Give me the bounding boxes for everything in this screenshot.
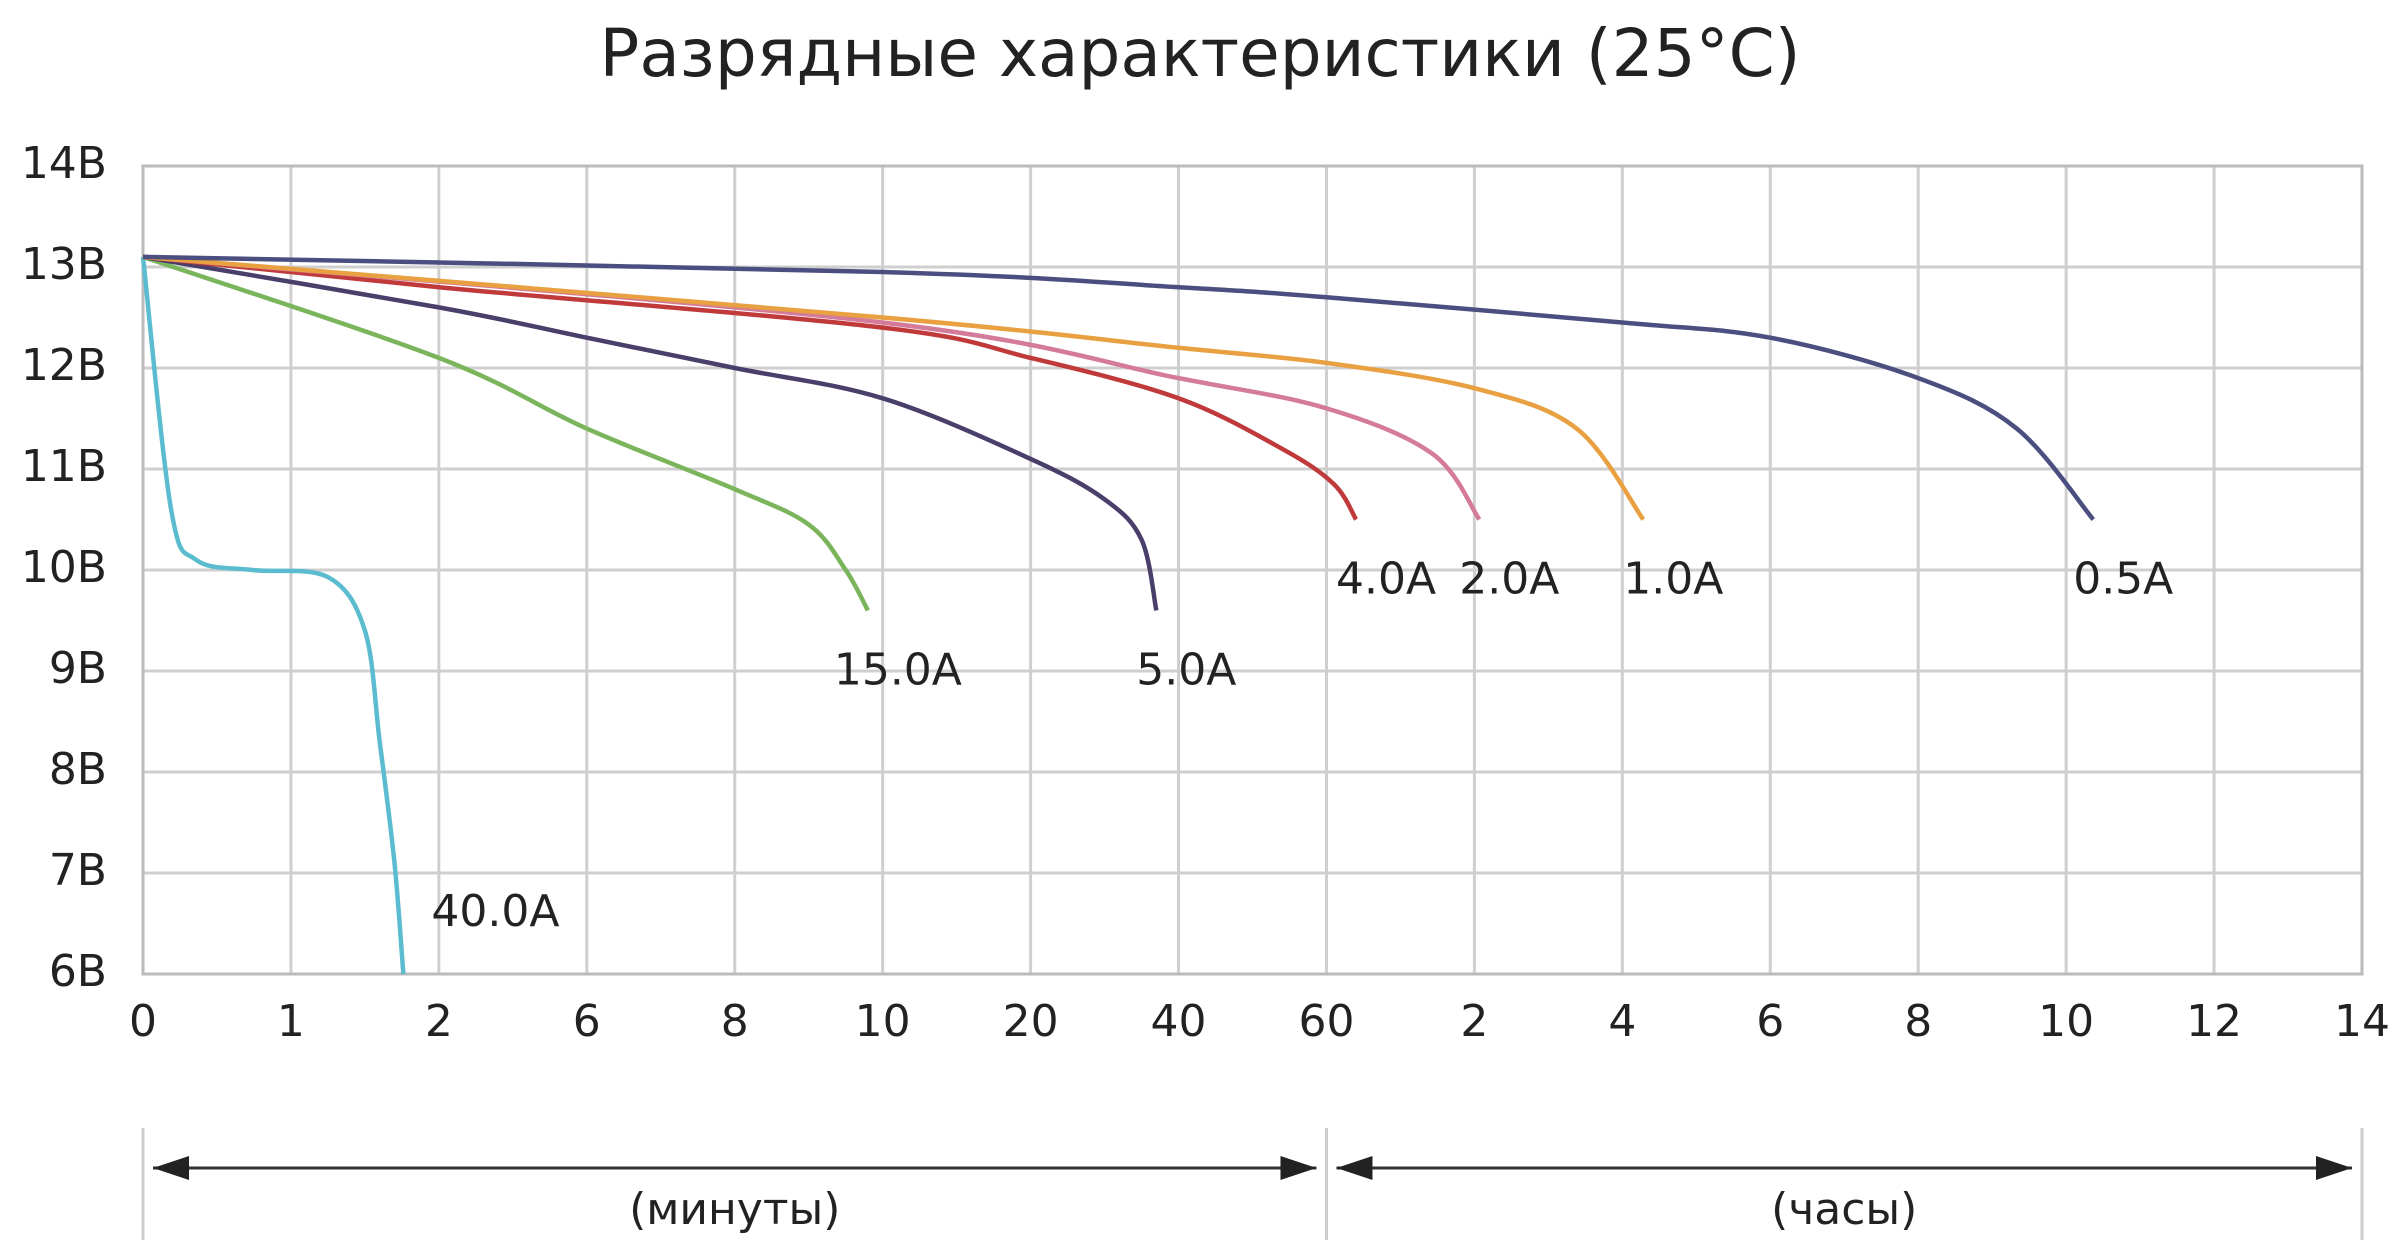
x-tick-label: 60 (1298, 996, 1354, 1047)
series-label: 15.0A (834, 644, 962, 695)
y-tick-label: 13В (21, 239, 107, 290)
y-tick-label: 6В (49, 946, 107, 997)
y-tick-label: 8В (49, 744, 107, 795)
x-tick-label: 8 (1904, 996, 1932, 1047)
x-tick-label: 6 (1756, 996, 1784, 1047)
x-tick-label: 1 (277, 996, 305, 1047)
series-label: 1.0A (1623, 554, 1723, 605)
chart-title: Разрядные характеристики (25°C) (600, 15, 1801, 92)
x-tick-label: 10 (855, 996, 911, 1047)
y-tick-label: 14В (21, 138, 107, 189)
axis-annotation: (часы) (1771, 1184, 1917, 1235)
x-tick-label: 4 (1608, 996, 1636, 1047)
x-tick-label: 2 (425, 996, 453, 1047)
series-line (142, 254, 1482, 521)
series-label: 5.0A (1136, 644, 1236, 695)
x-tick-label: 10 (2038, 996, 2094, 1047)
series-label: 2.0A (1459, 554, 1559, 605)
arrow-head (1280, 1156, 1317, 1180)
x-tick-label: 40 (1151, 996, 1207, 1047)
series-label: 0.5A (2073, 554, 2173, 605)
series-line (142, 254, 1646, 521)
y-tick-label: 12В (21, 340, 107, 391)
series-label: 4.0A (1336, 554, 1436, 605)
x-tick-label: 20 (1003, 996, 1059, 1047)
x-tick-label: 6 (573, 996, 601, 1047)
y-tick-label: 9В (49, 643, 107, 694)
x-tick-label: 12 (2186, 996, 2242, 1047)
arrow-head (153, 1156, 189, 1180)
series-line (142, 254, 2095, 521)
series-line (142, 254, 870, 612)
series-label: 40.0A (431, 886, 559, 937)
plot-frame (141, 164, 2364, 976)
series-line (142, 254, 1159, 611)
x-tick-label: 14 (2334, 996, 2390, 1047)
arrow-head (2316, 1156, 2352, 1180)
axis-annotation: (минуты) (629, 1184, 840, 1235)
arrow-head (1336, 1156, 1373, 1180)
y-tick-label: 7В (49, 845, 107, 896)
x-tick-label: 2 (1460, 996, 1488, 1047)
y-tick-label: 11В (21, 441, 107, 492)
series-line (140, 256, 406, 975)
y-tick-label: 10В (21, 542, 107, 593)
x-tick-label: 8 (721, 996, 749, 1047)
x-tick-label: 0 (129, 996, 157, 1047)
series-line (142, 254, 1359, 521)
